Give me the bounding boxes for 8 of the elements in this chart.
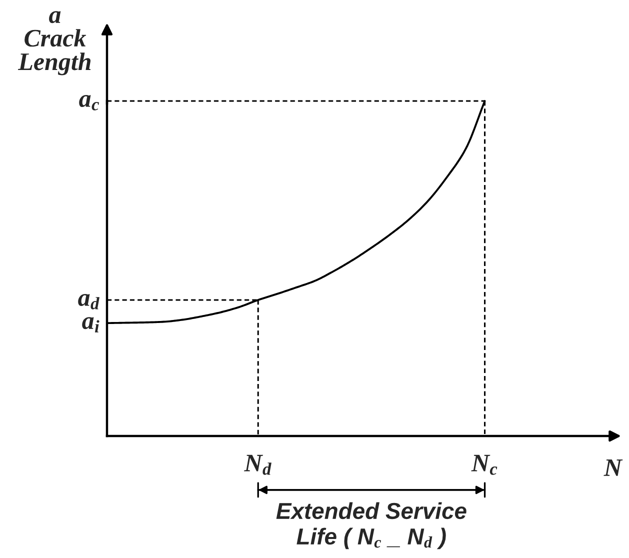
series-label: a$_{i}$ [82,317,100,332]
series-label: a$_{d}$ [78,294,100,310]
y-axis-title: a Crack Length [18,11,91,76]
text: Extended Service Life ( N$_{c}$ _ N$_{d}$ ) [276,502,466,550]
x-tick-label: N$_{c}$ [471,454,498,475]
x-tick-label: N$_{d}$ [244,454,272,475]
series-label: a$_{c}$ [79,95,100,110]
x-axis-title: N [604,459,623,476]
